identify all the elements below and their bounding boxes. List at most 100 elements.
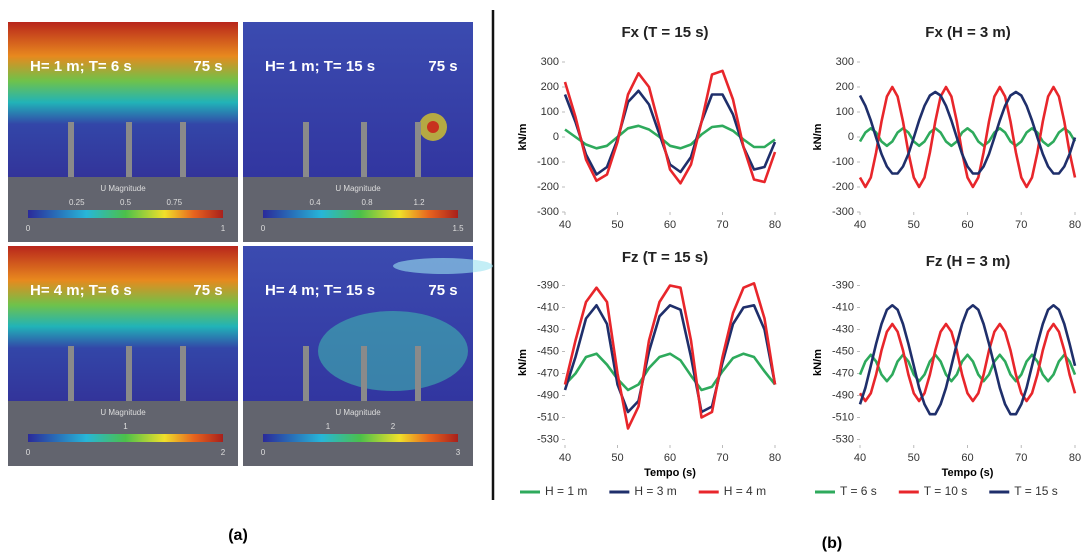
data-line (563, 304, 777, 414)
data-line (858, 127, 1077, 148)
snapshot-label: H= 1 m; T= 15 s (265, 58, 375, 75)
snapshot-time: 75 s (428, 282, 457, 299)
x-tick-label: 80 (1069, 452, 1081, 464)
chart-title: Fx (H = 3 m) (925, 24, 1010, 41)
y-tick-label: 100 (836, 106, 854, 118)
colorbar-tick: 0.75 (166, 198, 182, 207)
data-line (858, 353, 1077, 383)
flow-feature (318, 311, 468, 391)
x-tick-label: 70 (1015, 452, 1027, 464)
colorbar-tick: 1 (326, 422, 331, 431)
pillar (180, 346, 186, 401)
x-tick-label: 60 (961, 452, 973, 464)
colorbar-tick: 0.25 (69, 198, 85, 207)
legend-label: T = 6 s (840, 484, 877, 498)
snapshot-time: 75 s (193, 282, 222, 299)
colorbar-end: 0 (26, 224, 31, 233)
x-tick-label: 70 (716, 452, 728, 464)
pillar (180, 122, 186, 177)
legend-label: H = 4 m (724, 484, 766, 498)
colorbar (263, 434, 458, 442)
chart-title: Fz (T = 15 s) (622, 249, 708, 266)
colorbar-panel (243, 401, 473, 466)
x-tick-label: 40 (559, 219, 571, 231)
colorbar-tick: 1 (123, 422, 128, 431)
pillar (303, 346, 309, 401)
colorbar-title: U Magnitude (335, 184, 381, 193)
x-tick-label: 40 (854, 219, 866, 231)
y-axis-label: kN/m (812, 123, 824, 150)
y-tick-label: -430 (537, 323, 559, 335)
colorbar-panel (243, 177, 473, 242)
x-tick-label: 70 (1015, 219, 1027, 231)
flow-field (8, 246, 238, 401)
y-tick-label: -410 (537, 301, 559, 313)
snapshot-label: H= 1 m; T= 6 s (30, 58, 132, 75)
y-tick-label: -450 (537, 345, 559, 357)
y-tick-label: -530 (832, 433, 854, 445)
x-tick-label: 60 (961, 219, 973, 231)
pillar (68, 122, 74, 177)
data-line (563, 89, 777, 176)
flow-feature (393, 258, 493, 274)
snapshot-label: H= 4 m; T= 15 s (265, 282, 375, 299)
pillar (415, 346, 421, 401)
legend-label: T = 10 s (924, 484, 967, 498)
colorbar-panel (8, 401, 238, 466)
y-tick-label: -470 (832, 367, 854, 379)
y-tick-label: -490 (537, 389, 559, 401)
data-line (563, 69, 777, 185)
colorbar (28, 434, 223, 442)
snapshot-label: H= 4 m; T= 6 s (30, 282, 132, 299)
y-tick-label: -430 (832, 323, 854, 335)
data-line (564, 352, 777, 392)
y-tick-label: 200 (836, 81, 854, 93)
y-tick-label: -390 (832, 279, 854, 291)
x-tick-label: 50 (611, 452, 623, 464)
x-axis-label: Tempo (s) (644, 467, 696, 479)
snapshot-time: 75 s (428, 58, 457, 75)
colorbar-tick: 1.2 (413, 198, 425, 207)
x-tick-label: 50 (908, 452, 920, 464)
x-tick-label: 40 (559, 452, 571, 464)
colorbar-end: 0 (261, 448, 266, 457)
y-axis-label: kN/m (517, 123, 529, 150)
flow-field (243, 22, 473, 177)
x-tick-label: 60 (664, 452, 676, 464)
y-tick-label: -450 (832, 345, 854, 357)
colorbar-tick: 0.5 (120, 198, 132, 207)
legend-label: T = 15 s (1014, 484, 1057, 498)
pillar (303, 122, 309, 177)
colorbar-end: 2 (221, 448, 226, 457)
colorbar-end: 0 (26, 448, 31, 457)
y-tick-label: -390 (537, 279, 559, 291)
caption: (a) (228, 527, 248, 544)
pillar (361, 346, 367, 401)
colorbar-tick: 2 (391, 422, 396, 431)
data-line (858, 304, 1077, 416)
colorbar-panel (8, 177, 238, 242)
y-tick-label: -510 (832, 411, 854, 423)
y-tick-label: -470 (537, 367, 559, 379)
y-tick-label: 100 (541, 106, 559, 118)
x-tick-label: 70 (716, 219, 728, 231)
x-tick-label: 60 (664, 219, 676, 231)
caption: (b) (822, 535, 842, 552)
snapshot-time: 75 s (193, 58, 222, 75)
pillar (361, 122, 367, 177)
flow-field (8, 22, 238, 177)
flow-feature (427, 121, 439, 133)
pillar (126, 346, 132, 401)
y-tick-label: -300 (537, 206, 559, 218)
colorbar (263, 210, 458, 218)
y-tick-label: -200 (832, 181, 854, 193)
x-axis-label: Tempo (s) (942, 467, 994, 479)
x-tick-label: 80 (769, 219, 781, 231)
y-axis-label: kN/m (517, 349, 529, 376)
y-tick-label: -200 (537, 181, 559, 193)
data-line (563, 282, 777, 430)
x-tick-label: 80 (1069, 219, 1081, 231)
y-tick-label: -100 (537, 156, 559, 168)
y-tick-label: 0 (848, 131, 854, 143)
